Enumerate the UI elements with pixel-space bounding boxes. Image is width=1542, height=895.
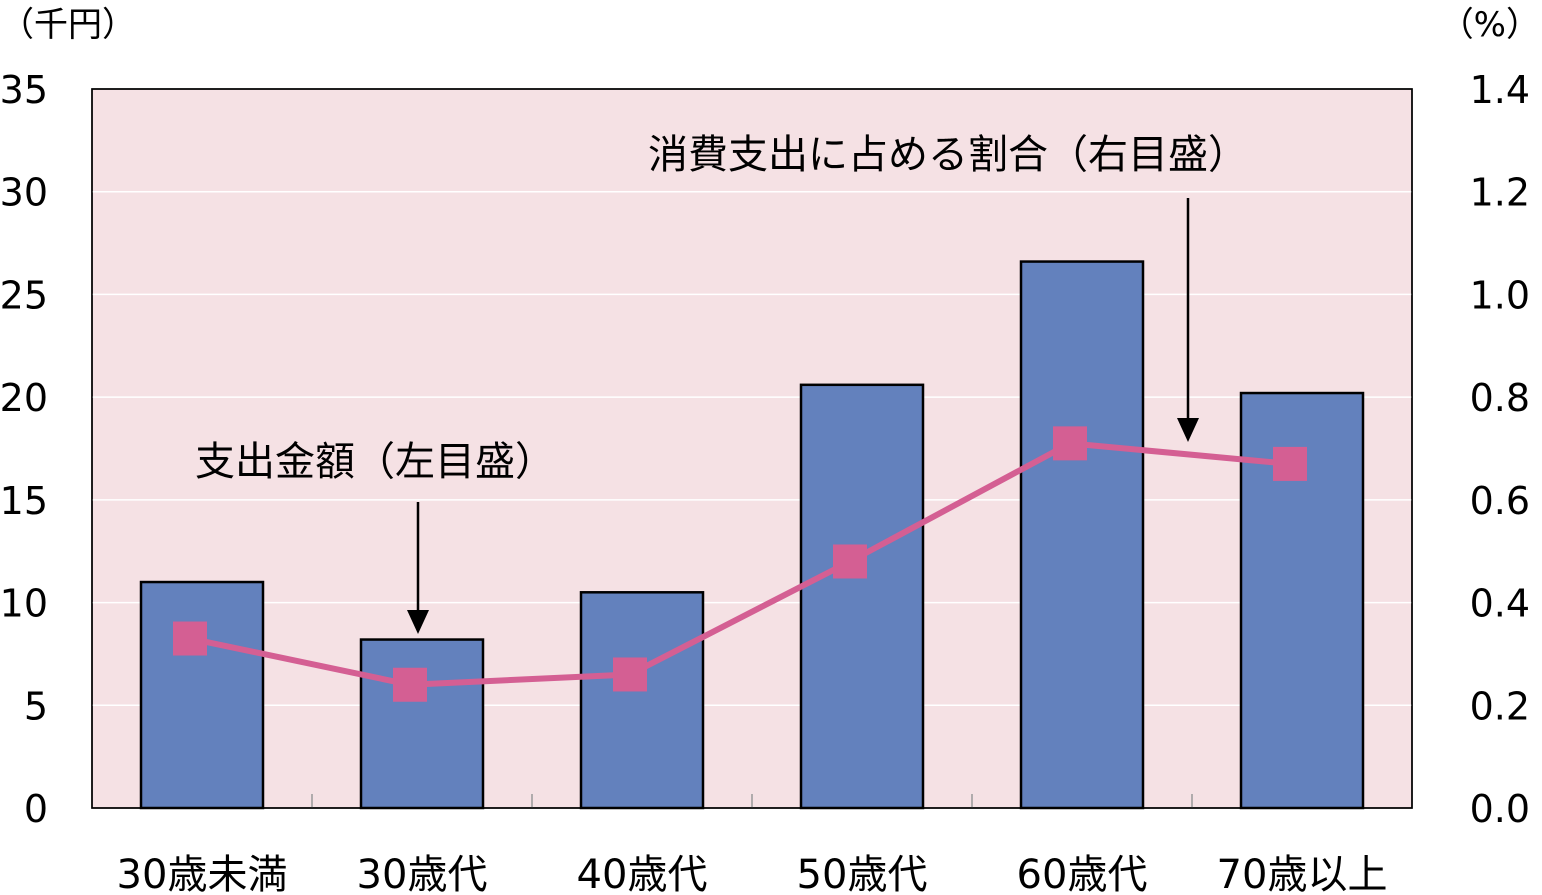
category-label: 30歳未満 bbox=[117, 852, 288, 895]
bar bbox=[359, 638, 485, 810]
annotation-bar-arrowhead bbox=[407, 610, 429, 634]
bar bbox=[1019, 260, 1145, 810]
right-tick-label: 0.4 bbox=[1470, 582, 1530, 626]
line-series bbox=[173, 426, 1307, 702]
gridlines bbox=[92, 190, 1412, 707]
annotation-line-arrowhead bbox=[1177, 418, 1199, 442]
category-label: 50歳代 bbox=[797, 852, 928, 895]
left-tick-label: 15 bbox=[0, 479, 48, 523]
left-tick-label: 25 bbox=[0, 273, 48, 317]
left-tick-label: 5 bbox=[24, 684, 48, 728]
series-line bbox=[189, 440, 1291, 688]
line-point bbox=[173, 621, 207, 656]
bar-series bbox=[139, 260, 1365, 810]
bar bbox=[799, 383, 925, 810]
plot-frame bbox=[91, 88, 1413, 809]
left-tick-label: 30 bbox=[0, 171, 48, 215]
annotation-bar-label: 支出金額（左目盛） bbox=[195, 439, 555, 485]
annotation-line-label: 消費支出に占める割合（右目盛） bbox=[648, 132, 1248, 178]
annotations: 支出金額（左目盛） 消費支出に占める割合（右目盛） bbox=[195, 132, 1248, 634]
left-tick-label: 20 bbox=[0, 376, 48, 420]
category-label: 40歳代 bbox=[577, 852, 708, 895]
left-tick-label: 35 bbox=[0, 68, 48, 112]
right-axis-unit: （%） bbox=[1440, 5, 1540, 45]
left-tick-label: 0 bbox=[24, 787, 48, 831]
plot-area bbox=[91, 88, 1413, 809]
line-point bbox=[833, 544, 867, 579]
axes: 0 5 10 15 20 25 30 35 0.0 0.2 0.4 0.6 0.8 1.0 1.2 1.4 30… bbox=[0, 68, 1530, 895]
right-tick-label: 0.2 bbox=[1470, 684, 1530, 728]
right-tick-label: 1.2 bbox=[1470, 171, 1530, 215]
category-label: 70歳以上 bbox=[1217, 852, 1388, 895]
left-axis-unit: （千円） bbox=[0, 5, 136, 45]
right-tick-label: 0.0 bbox=[1470, 787, 1530, 831]
right-tick-label: 1.4 bbox=[1470, 68, 1530, 112]
right-tick-label: 0.8 bbox=[1470, 376, 1530, 420]
category-label: 60歳代 bbox=[1017, 852, 1148, 895]
right-tick-label: 0.6 bbox=[1470, 479, 1530, 523]
line-point bbox=[613, 657, 647, 692]
bar bbox=[139, 580, 265, 810]
bar bbox=[579, 591, 705, 810]
right-tick-label: 1.0 bbox=[1470, 273, 1530, 317]
line-point bbox=[393, 667, 427, 702]
line-point bbox=[1273, 446, 1307, 481]
category-label: 30歳代 bbox=[357, 852, 488, 895]
left-tick-label: 10 bbox=[0, 582, 48, 626]
line-point bbox=[1053, 426, 1087, 461]
